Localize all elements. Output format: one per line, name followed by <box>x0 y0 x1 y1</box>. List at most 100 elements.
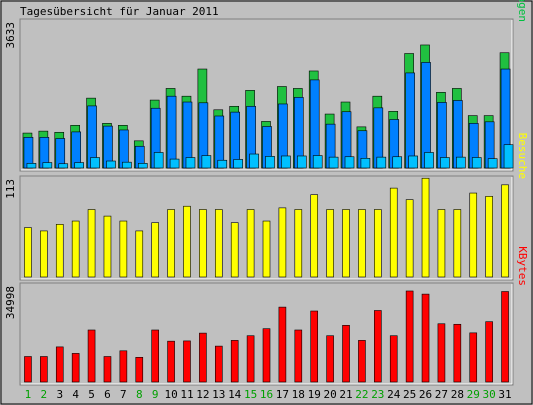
legend-entry: Besuche <box>516 133 529 179</box>
hits-panel: 3633 Seiten/Dateien/Anfragen <box>4 0 529 172</box>
bar-besuche-day-21 <box>342 209 350 278</box>
x-tick-label: 6 <box>104 388 111 401</box>
legend: KBytes <box>516 246 529 286</box>
bar-seiten-day-31 <box>503 144 514 169</box>
bar-besuche-day-8 <box>135 230 144 278</box>
bar-besuche-day-16 <box>262 220 271 278</box>
visits-panel: 113 Besuche <box>4 133 529 281</box>
bar-seiten-day-8 <box>137 163 148 169</box>
x-tick-label: 20 <box>323 388 336 401</box>
bar-seiten-day-10 <box>169 158 180 169</box>
bar-kbytes-day-29 <box>469 332 478 383</box>
x-tick-label: 26 <box>419 388 432 401</box>
bar-kbytes-day-15 <box>246 335 255 383</box>
bar-kbytes-day-16 <box>262 328 271 383</box>
bar-besuche-day-27 <box>437 209 446 278</box>
x-tick-label: 23 <box>371 388 384 401</box>
y-max-label: 34998 <box>4 286 17 319</box>
bar-seiten-day-30 <box>487 158 498 169</box>
legend: Besuche <box>516 133 529 179</box>
x-tick-label: 27 <box>435 388 448 401</box>
bar-besuche-day-7 <box>119 220 128 278</box>
x-tick-label: 15 <box>244 388 257 401</box>
bar-besuche-day-10 <box>167 209 175 278</box>
bar-kbytes-day-12 <box>199 332 207 383</box>
bar-kbytes-day-5 <box>87 329 96 383</box>
x-tick-label: 21 <box>339 388 352 401</box>
bar-seiten-day-28 <box>456 156 466 169</box>
bar-kbytes-day-1 <box>24 356 32 383</box>
bar-dateien-day-26 <box>421 62 431 169</box>
x-tick-label: 22 <box>355 388 368 401</box>
bar-seiten-day-12 <box>201 155 212 169</box>
bar-kbytes-day-14 <box>230 340 239 383</box>
bar-besuche-day-5 <box>87 209 96 278</box>
legend: Seiten/Dateien/Anfragen <box>516 0 529 22</box>
bar-besuche-day-30 <box>485 196 493 278</box>
x-tick-label: 10 <box>164 388 177 401</box>
bar-besuche-day-15 <box>246 209 255 278</box>
bar-seiten-day-3 <box>58 163 69 169</box>
bar-seiten-day-27 <box>440 157 450 169</box>
x-tick-label: 5 <box>88 388 95 401</box>
x-tick-label: 18 <box>292 388 305 401</box>
x-tick-label: 25 <box>403 388 416 401</box>
bar-seiten-day-13 <box>217 159 228 169</box>
bar-besuche-day-4 <box>71 220 80 278</box>
bar-kbytes-day-10 <box>167 340 175 383</box>
y-max-label: 3633 <box>4 22 17 49</box>
x-tick-label: 28 <box>451 388 464 401</box>
bar-seiten-day-22 <box>360 157 371 169</box>
bar-kbytes-day-18 <box>294 329 303 383</box>
bar-besuche-day-9 <box>151 222 159 278</box>
x-tick-label: 11 <box>180 388 193 401</box>
bar-seiten-day-1 <box>26 163 37 169</box>
bar-kbytes-day-24 <box>389 335 398 383</box>
bar-seiten-day-2 <box>42 162 53 169</box>
bar-kbytes-day-2 <box>40 356 48 383</box>
x-tick-label: 16 <box>260 388 273 401</box>
bar-seiten-day-7 <box>122 161 132 169</box>
bar-seiten-day-25 <box>408 155 418 169</box>
bar-besuche-day-24 <box>389 187 398 278</box>
bar-kbytes-day-27 <box>437 323 446 383</box>
bar-kbytes-day-3 <box>55 346 64 383</box>
x-tick-label: 30 <box>483 388 496 401</box>
bar-kbytes-day-22 <box>358 340 366 383</box>
bar-seiten-day-20 <box>328 156 339 169</box>
bar-seiten-day-6 <box>106 160 116 169</box>
bar-besuche-day-2 <box>40 230 48 278</box>
bar-kbytes-day-7 <box>119 350 128 383</box>
bar-kbytes-day-17 <box>278 306 287 383</box>
x-tick-label: 2 <box>41 388 48 401</box>
bar-besuche-day-12 <box>199 209 207 278</box>
bar-kbytes-day-28 <box>453 323 462 383</box>
bar-besuche-day-11 <box>183 205 191 278</box>
bar-besuche-day-13 <box>214 209 223 278</box>
chart-title: Tagesübersicht für Januar 2011 <box>20 5 219 18</box>
bar-seiten-day-17 <box>281 155 291 169</box>
x-tick-label: 9 <box>152 388 159 401</box>
x-tick-label: 12 <box>196 388 209 401</box>
bar-besuche-day-3 <box>55 224 64 278</box>
bar-kbytes-day-21 <box>342 325 350 383</box>
bar-kbytes-day-30 <box>485 321 493 383</box>
bar-kbytes-day-23 <box>374 310 382 383</box>
x-tick-label: 17 <box>276 388 289 401</box>
bar-kbytes-day-19 <box>310 310 319 383</box>
x-tick-label: 4 <box>72 388 79 401</box>
bar-seiten-day-16 <box>265 156 275 169</box>
bar-dateien-day-25 <box>405 72 415 169</box>
bar-besuche-day-18 <box>294 209 303 278</box>
bar-besuche-day-26 <box>421 177 430 278</box>
bar-besuche-day-17 <box>278 207 287 278</box>
bar-seiten-day-14 <box>233 159 243 169</box>
x-tick-label: 8 <box>136 388 143 401</box>
bar-seiten-day-23 <box>376 156 387 169</box>
bar-seiten-day-9 <box>153 152 164 169</box>
bar-besuche-day-28 <box>453 209 462 278</box>
x-tick-label: 13 <box>212 388 225 401</box>
bar-seiten-day-26 <box>424 152 434 169</box>
bar-besuche-day-25 <box>405 199 414 278</box>
